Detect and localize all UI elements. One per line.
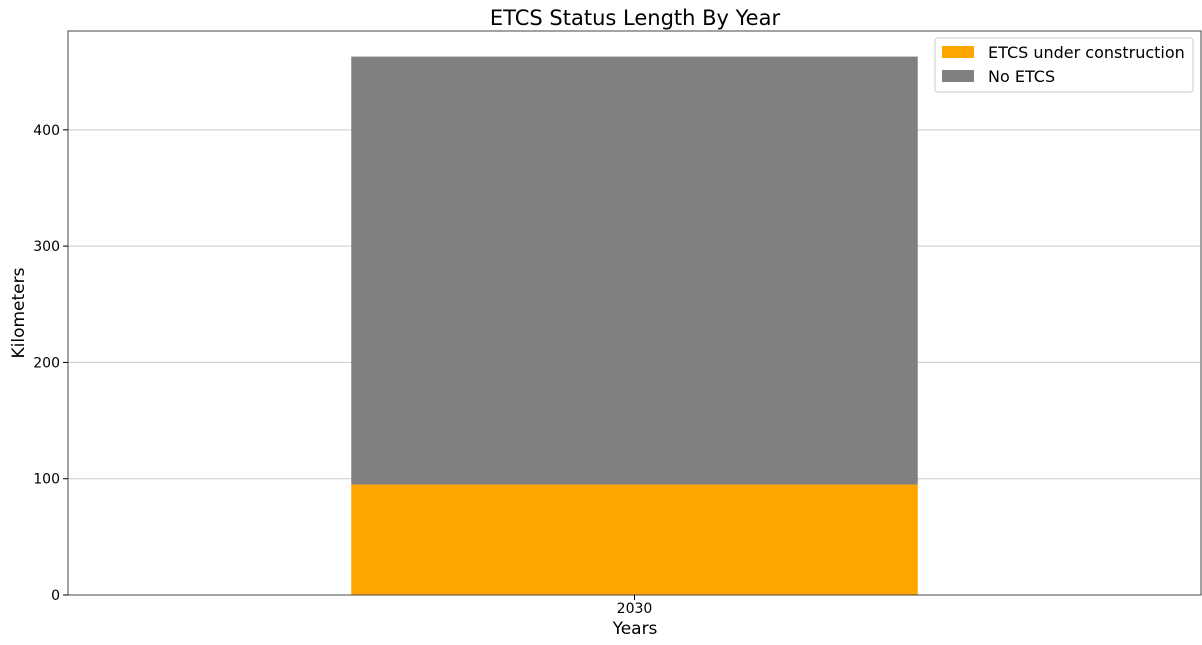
legend-swatch	[942, 46, 974, 58]
x-axis-label: Years	[612, 619, 658, 639]
y-tick-label: 0	[51, 588, 60, 604]
chart-title: ETCS Status Length By Year	[490, 6, 781, 30]
y-tick-label: 100	[33, 472, 60, 488]
y-axis-label: Kilometers	[9, 267, 29, 358]
bar-segment	[351, 484, 918, 595]
x-tick-label: 2030	[617, 601, 653, 617]
y-axis-ticks: 0 100 200 300 400	[33, 123, 68, 604]
bar-segment	[351, 56, 918, 485]
y-tick-label: 200	[33, 355, 60, 371]
y-tick-label: 400	[33, 123, 60, 139]
legend-box	[934, 37, 1194, 93]
y-tick-label: 300	[33, 239, 60, 255]
legend-swatch	[942, 70, 974, 82]
legend: ETCS under construction No ETCS	[934, 37, 1194, 93]
legend-label: No ETCS	[988, 67, 1055, 86]
bars	[351, 56, 918, 595]
x-axis-ticks: 2030	[617, 595, 653, 617]
legend-label: ETCS under construction	[988, 43, 1185, 62]
